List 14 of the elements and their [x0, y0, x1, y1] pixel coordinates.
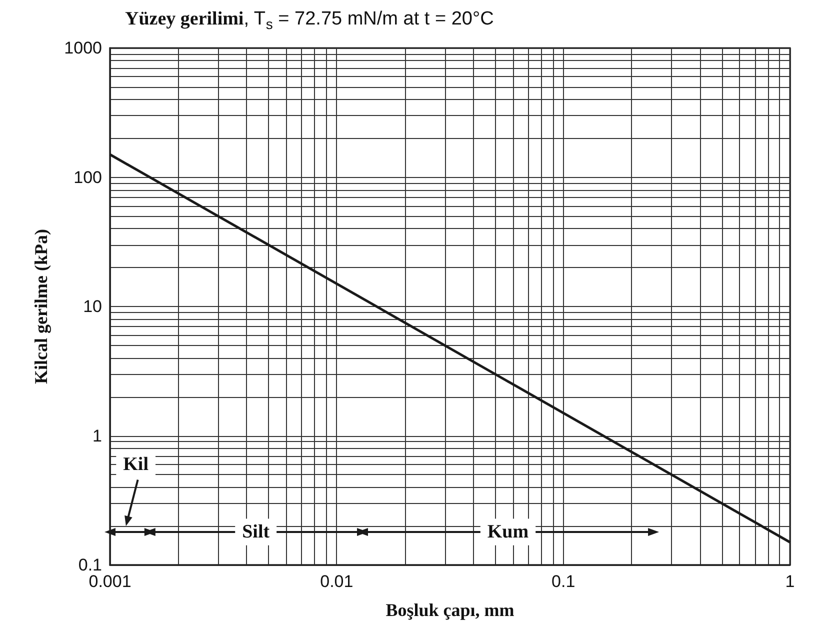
annotation: Silt — [242, 522, 270, 543]
y-tick-label: 1000 — [64, 38, 102, 58]
y-tick-label: 10 — [83, 297, 102, 316]
y-tick-label: 1 — [92, 426, 102, 446]
y-tick-label: 100 — [74, 168, 102, 187]
x-tick-label: 1 — [785, 572, 795, 591]
y-axis-title: Kilcal gerilme (kPa) — [31, 229, 51, 384]
text: 0.001 — [88, 572, 132, 591]
x-tick-label: 0.1 — [552, 572, 576, 591]
annotation: Kum — [487, 522, 529, 543]
x-tick-label: 0.01 — [320, 572, 354, 591]
annotation: Kil — [123, 454, 148, 475]
y-tick-label: 0.1 — [78, 556, 102, 574]
x-axis-title: Boşluk çapı, mm — [386, 600, 514, 620]
